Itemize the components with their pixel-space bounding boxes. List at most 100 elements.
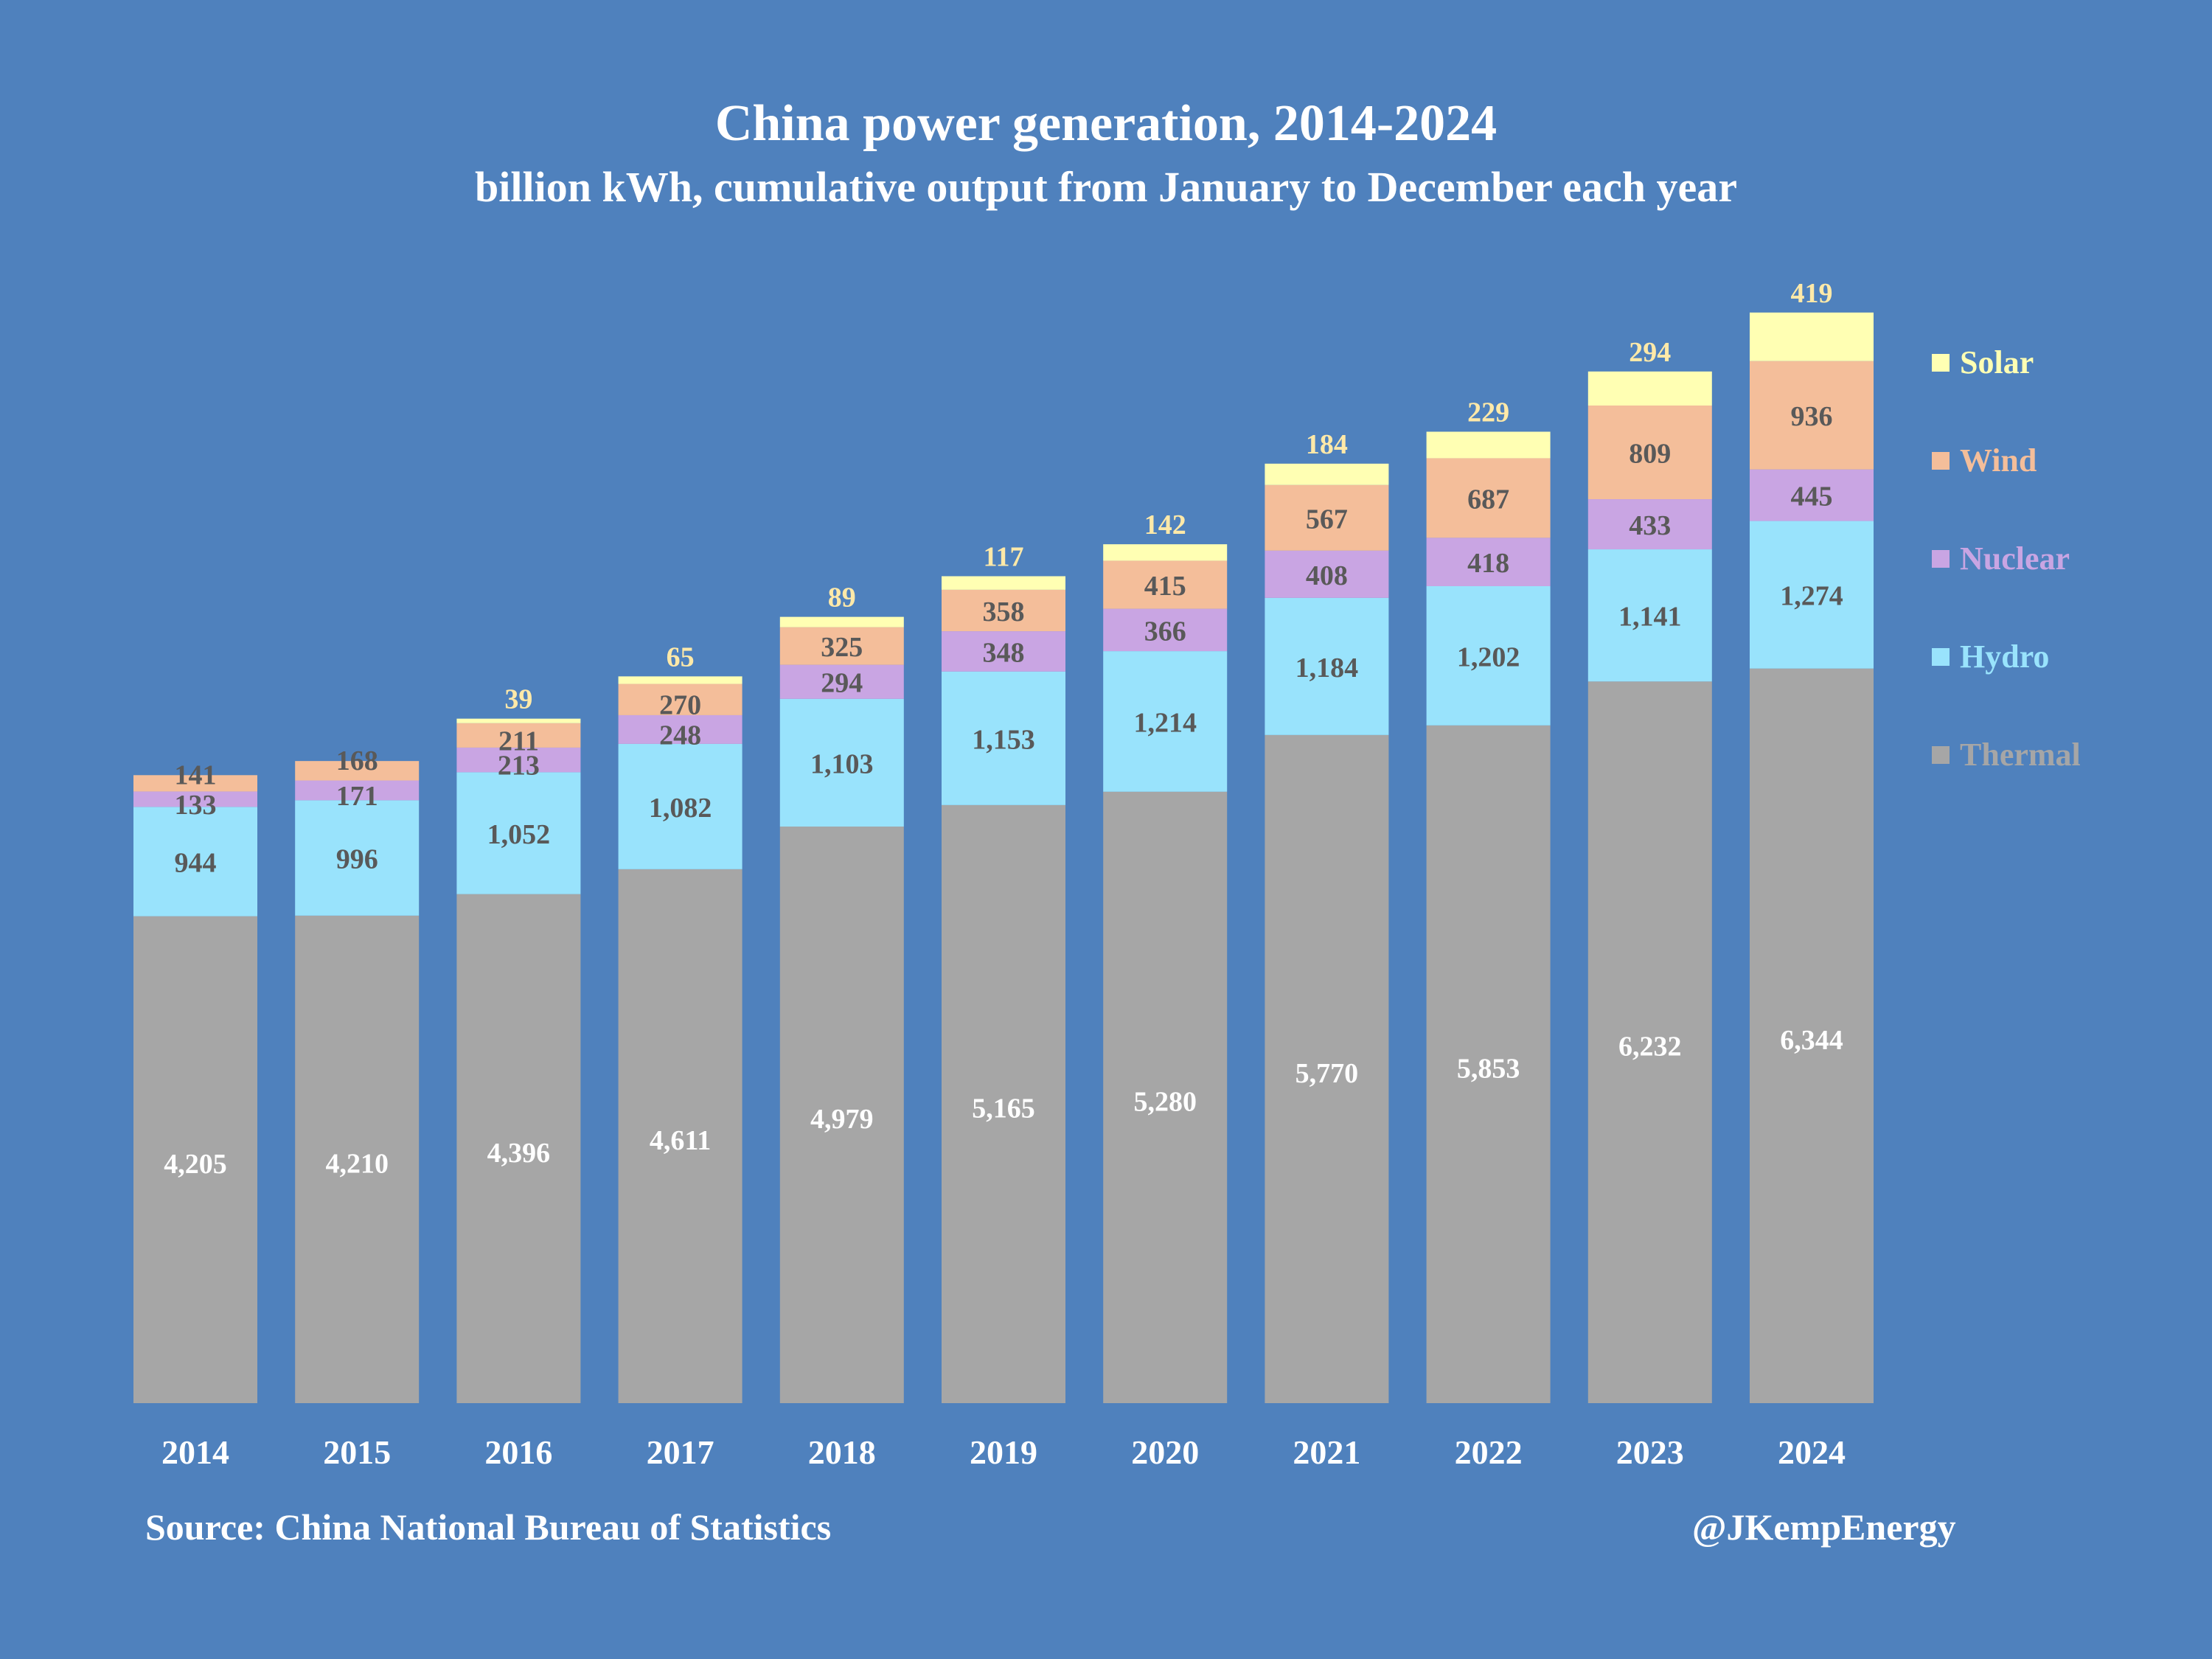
bar-segment-nuclear-2019	[942, 631, 1065, 672]
bar-segment-hydro-2018	[779, 698, 904, 827]
data-label-nuclear-2023: 433	[1629, 510, 1671, 541]
legend-item-hydro: Hydro	[1932, 608, 2081, 706]
legend-item-solar: Solar	[1932, 313, 2081, 411]
legend-item-thermal: Thermal	[1932, 706, 2081, 804]
data-label-wind-2022: 687	[1467, 484, 1509, 515]
bar-segment-thermal-2019	[942, 804, 1065, 1403]
data-label-solar-2023: 294	[1629, 337, 1671, 368]
bar-segment-hydro-2021	[1265, 597, 1389, 735]
bar-segment-thermal-2016	[456, 894, 581, 1403]
legend-item-wind: Wind	[1932, 411, 2081, 509]
bar-segment-solar-2023	[1587, 371, 1712, 406]
data-label-nuclear-2021: 408	[1306, 560, 1348, 591]
x-tick-label-2020: 2020	[1131, 1433, 1199, 1471]
bars-group	[133, 312, 1874, 1403]
data-label-wind-2020: 415	[1144, 571, 1186, 602]
data-label-thermal-2015: 4,210	[325, 1148, 389, 1179]
data-label-solar-2020: 142	[1144, 509, 1186, 540]
legend-label-thermal: Thermal	[1960, 737, 2081, 773]
data-label-hydro-2024: 1,274	[1780, 581, 1843, 612]
bar-segment-thermal-2024	[1750, 668, 1874, 1403]
data-label-thermal-2023: 6,232	[1618, 1032, 1682, 1062]
bar-segment-solar-2022	[1426, 431, 1551, 459]
x-tick-label-2018: 2018	[808, 1433, 876, 1471]
x-tick-label-2022: 2022	[1455, 1433, 1523, 1471]
x-tick-label-2016: 2016	[484, 1433, 552, 1471]
bar-segment-thermal-2022	[1426, 725, 1551, 1403]
bar-segment-nuclear-2014	[133, 791, 257, 807]
bar-segment-thermal-2020	[1103, 791, 1228, 1403]
bar-segment-thermal-2023	[1587, 681, 1712, 1403]
data-label-thermal-2017: 4,611	[650, 1125, 711, 1156]
bar-segment-hydro-2023	[1587, 549, 1712, 682]
bar-segment-wind-2018	[779, 627, 904, 665]
bar-segment-hydro-2019	[942, 671, 1065, 805]
x-axis-ticks: 2014 2015 2016 2017 2018 2019 2020 2021 2022 2023…	[161, 1433, 1846, 1471]
data-label-solar-2018: 89	[828, 582, 856, 613]
legend-label-hydro: Hydro	[1960, 639, 2050, 675]
data-label-hydro-2015: 996	[336, 844, 378, 875]
data-label-thermal-2014: 4,205	[164, 1149, 227, 1180]
bar-segment-wind-2017	[618, 684, 742, 715]
bar-segment-solar-2020	[1103, 544, 1228, 561]
data-label-hydro-2021: 1,184	[1295, 653, 1359, 684]
x-tick-label-2017: 2017	[647, 1433, 714, 1471]
data-label-thermal-2018: 4,979	[810, 1104, 874, 1135]
legend-swatch-nuclear	[1932, 549, 1950, 568]
bar-segment-hydro-2014	[133, 807, 257, 917]
bar-segment-nuclear-2024	[1750, 469, 1874, 521]
bar-segment-thermal-2018	[779, 827, 904, 1403]
data-label-hydro-2018: 1,103	[810, 748, 874, 779]
data-label-solar-2024: 419	[1791, 278, 1833, 309]
legend-swatch-wind	[1932, 451, 1950, 470]
chart-title: China power generation, 2014-2024	[714, 95, 1498, 152]
data-label-hydro-2016: 1,052	[487, 819, 551, 850]
x-tick-label-2024: 2024	[1778, 1433, 1846, 1471]
bar-segment-thermal-2017	[618, 869, 742, 1403]
bar-segment-nuclear-2021	[1265, 550, 1389, 598]
bar-segment-solar-2024	[1750, 312, 1874, 361]
data-label-solar-2019: 117	[984, 541, 1024, 572]
bar-segment-solar-2019	[942, 576, 1065, 590]
bar-segment-nuclear-2018	[779, 664, 904, 699]
bar-segment-hydro-2015	[295, 800, 420, 916]
data-label-nuclear-2019: 348	[983, 637, 1025, 668]
data-label-nuclear-2017: 248	[659, 720, 701, 751]
data-label-nuclear-2015: 171	[336, 781, 378, 812]
bar-segment-hydro-2022	[1426, 585, 1551, 726]
bar-segment-thermal-2021	[1265, 734, 1389, 1403]
bar-segment-solar-2017	[618, 676, 742, 684]
author-credit: @JKempEnergy	[1692, 1506, 1956, 1548]
chart-subtitle: billion kWh, cumulative output from Janu…	[475, 163, 1737, 211]
bar-segment-nuclear-2017	[618, 714, 742, 744]
x-tick-label-2023: 2023	[1616, 1433, 1684, 1471]
data-label-thermal-2022: 5,853	[1457, 1053, 1520, 1084]
legend-swatch-solar	[1932, 353, 1950, 372]
source-note: Source: China National Bureau of Statist…	[145, 1506, 832, 1548]
legend-swatch-thermal	[1932, 745, 1950, 764]
bar-segment-wind-2015	[295, 761, 420, 781]
bar-segment-hydro-2020	[1103, 651, 1228, 792]
data-label-solar-2021: 184	[1306, 429, 1348, 460]
bar-segment-wind-2020	[1103, 560, 1228, 609]
data-label-nuclear-2024: 445	[1791, 481, 1833, 512]
data-label-hydro-2017: 1,082	[649, 793, 712, 824]
data-label-nuclear-2022: 418	[1467, 548, 1509, 579]
bar-segment-wind-2016	[456, 723, 581, 748]
bar-segment-solar-2021	[1265, 463, 1389, 485]
bar-segment-solar-2016	[456, 718, 581, 723]
x-tick-label-2015: 2015	[323, 1433, 391, 1471]
bar-segment-nuclear-2022	[1426, 538, 1551, 586]
bar-segment-solar-2018	[779, 616, 904, 627]
data-label-wind-2014: 141	[175, 759, 217, 790]
data-label-wind-2016: 211	[498, 726, 539, 757]
data-label-thermal-2020: 5,280	[1133, 1086, 1197, 1117]
legend-label-wind: Wind	[1960, 442, 2037, 479]
x-tick-label-2021: 2021	[1293, 1433, 1360, 1471]
x-tick-label-2014: 2014	[161, 1433, 229, 1471]
data-label-wind-2015: 168	[336, 745, 378, 776]
bar-segment-thermal-2015	[295, 915, 420, 1403]
data-label-nuclear-2018: 294	[821, 668, 863, 699]
